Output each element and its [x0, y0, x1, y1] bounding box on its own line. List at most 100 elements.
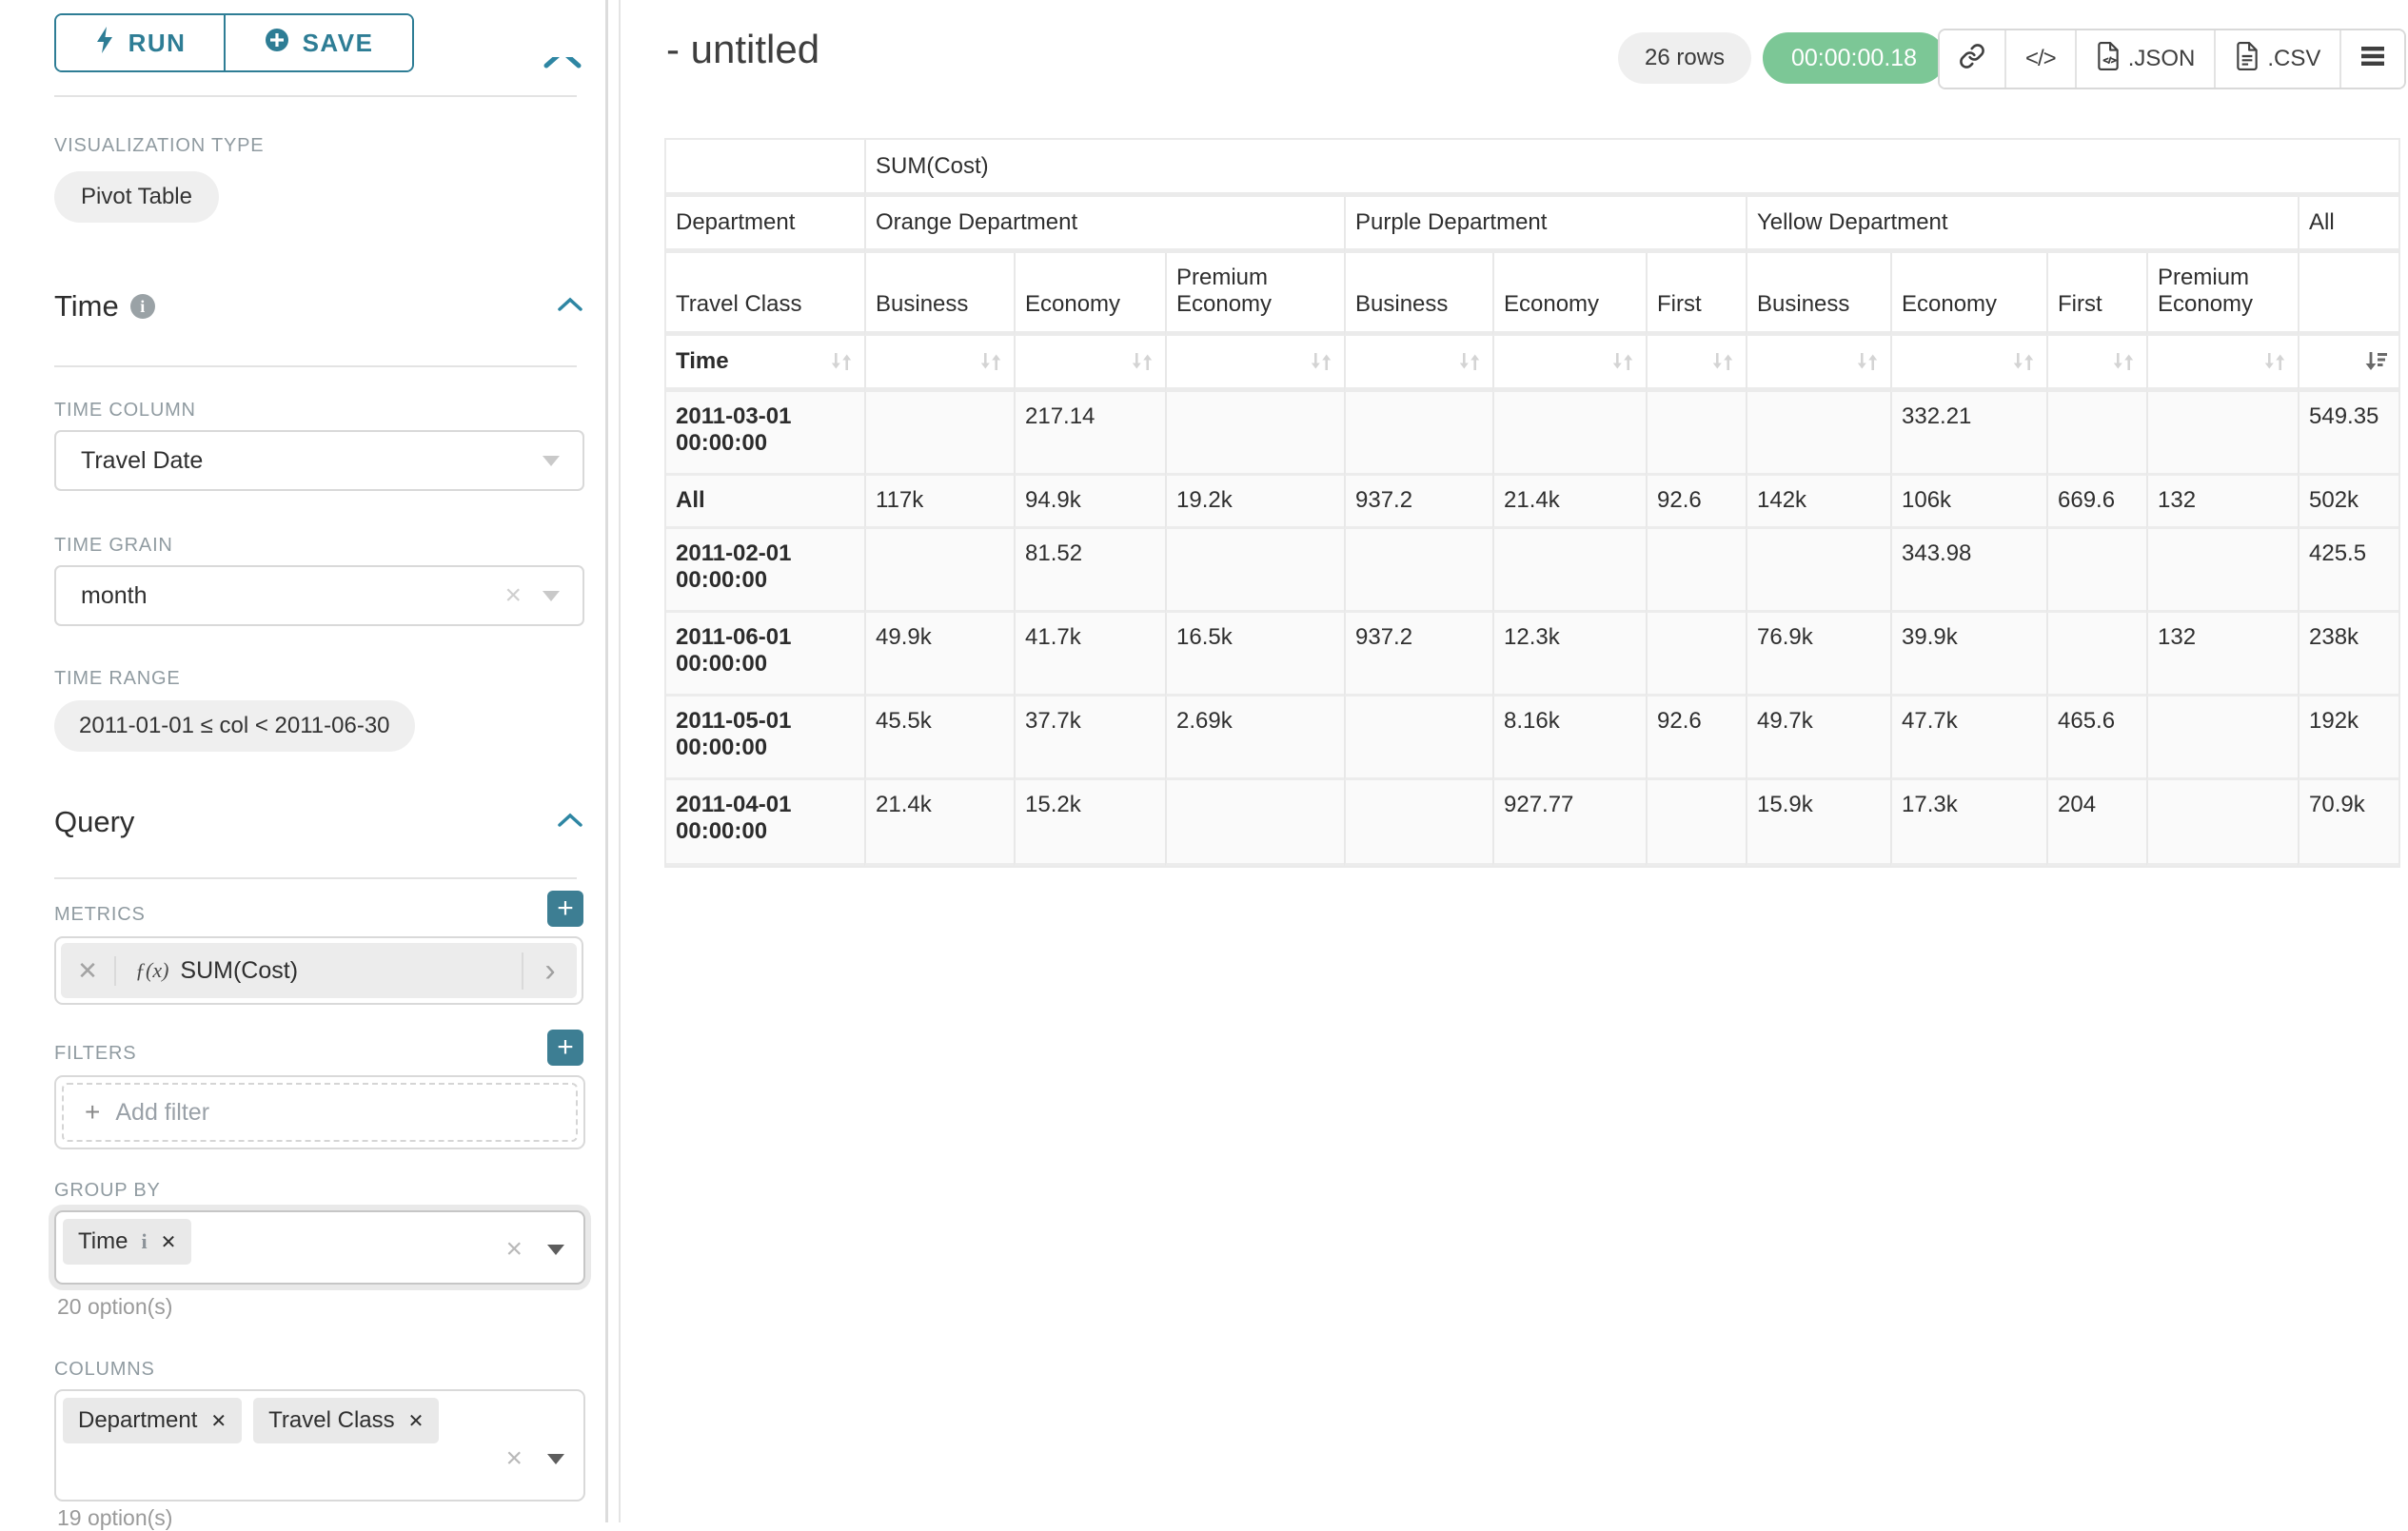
pivot-group-header: Purple Department [1344, 197, 1746, 253]
sort-icon[interactable] [2010, 348, 2037, 375]
sort-icon[interactable] [1129, 348, 1155, 375]
pivot-cell: 669.6 [2046, 476, 2146, 529]
pivot-sort-header[interactable] [1746, 336, 1890, 392]
file-csv-icon [2235, 41, 2260, 77]
info-icon: i [141, 1229, 148, 1253]
save-button[interactable]: SAVE [224, 15, 412, 70]
pivot-sort-header[interactable] [2146, 336, 2298, 392]
chevron-up-icon[interactable] [557, 813, 583, 833]
pivot-cell: 425.5 [2298, 529, 2399, 613]
sidebar-scrollbar[interactable] [605, 0, 608, 1522]
pivot-cell: 76.9k [1746, 613, 1890, 697]
chevron-up-icon[interactable] [557, 297, 583, 317]
sort-icon[interactable] [2261, 348, 2288, 375]
pivot-cell [1646, 613, 1746, 697]
pivot-cell [2046, 613, 2146, 697]
pivot-row-header: 2011-06-01 00:00:00 [666, 613, 864, 697]
pivot-cell [1344, 697, 1492, 780]
plus-circle-icon [265, 28, 289, 59]
function-icon: ƒ(x) [135, 958, 169, 982]
sort-icon[interactable] [2110, 348, 2137, 375]
row-dimension-sort-header[interactable]: Time [666, 336, 864, 392]
clear-icon[interactable]: × [505, 1443, 523, 1474]
chart-type-collapse-icon[interactable] [541, 57, 584, 71]
table-row: 2011-02-01 00:00:00 81.52 343.98 425.5 [666, 529, 2399, 613]
pivot-cell: 92.6 [1646, 476, 1746, 529]
sort-descending-icon[interactable] [2362, 348, 2389, 375]
divider [54, 877, 577, 879]
add-metric-button[interactable]: + [547, 891, 583, 927]
export-json-button[interactable]: </> .JSON [2074, 30, 2215, 88]
pivot-cell: 217.14 [1014, 392, 1165, 476]
chart-title[interactable]: - untitled [666, 27, 820, 71]
columns-options-count: 19 option(s) [57, 1505, 173, 1530]
pivot-sort-header[interactable] [1014, 336, 1165, 392]
embed-code-button[interactable]: </> [2004, 30, 2075, 88]
pivot-sort-header[interactable] [1165, 336, 1344, 392]
remove-chip-icon[interactable]: ✕ [210, 1410, 227, 1432]
columns-select[interactable]: Department ✕ Travel Class ✕ × [54, 1389, 585, 1502]
pivot-cell: 132 [2146, 476, 2298, 529]
hamburger-menu-icon [2360, 46, 2385, 73]
more-menu-button[interactable] [2339, 30, 2405, 88]
time-section-title: Time [54, 289, 119, 323]
chevron-right-icon[interactable]: › [522, 952, 577, 990]
add-filter-plus-button[interactable]: + [547, 1030, 583, 1066]
time-grain-select[interactable]: month × [54, 565, 584, 626]
pivot-cell [2146, 780, 2298, 866]
sort-icon[interactable] [1854, 348, 1881, 375]
time-column-select[interactable]: Travel Date [54, 430, 584, 491]
pivot-table-container: SUM(Cost) Department Orange Department Purp… [664, 138, 2401, 868]
pivot-sort-header[interactable] [864, 336, 1014, 392]
columns-chip-travel-class[interactable]: Travel Class ✕ [253, 1398, 440, 1443]
metric-name: SUM(Cost) [180, 956, 299, 984]
divider [54, 365, 577, 367]
pivot-row-header: 2011-03-01 00:00:00 [666, 392, 864, 476]
add-filter-button[interactable]: + Add filter [62, 1083, 578, 1142]
metrics-container: ✕ ƒ(x) SUM(Cost) › [54, 936, 583, 1005]
clear-icon[interactable]: × [505, 1233, 523, 1265]
pivot-sort-header[interactable] [1890, 336, 2046, 392]
pivot-cell: 106k [1890, 476, 2046, 529]
metric-chip[interactable]: ✕ ƒ(x) SUM(Cost) › [61, 943, 577, 998]
group-by-chip-time[interactable]: Time i ✕ [63, 1219, 192, 1265]
sort-icon[interactable] [1709, 348, 1736, 375]
table-row: 2011-06-01 00:00:00 49.9k 41.7k 16.5k 937.2 1… [666, 613, 2399, 697]
sort-icon[interactable] [828, 348, 855, 375]
pivot-sort-header[interactable] [2298, 336, 2399, 392]
time-range-label: TIME RANGE [54, 668, 181, 689]
remove-metric-icon[interactable]: ✕ [61, 955, 116, 986]
run-button[interactable]: RUN [56, 15, 224, 70]
chevron-down-icon [547, 1453, 564, 1464]
clear-icon[interactable]: × [504, 579, 522, 611]
pivot-cell [1492, 529, 1646, 613]
sort-icon[interactable] [1609, 348, 1636, 375]
pivot-cell [1344, 529, 1492, 613]
sort-icon[interactable] [1456, 348, 1483, 375]
time-range-pill[interactable]: 2011-01-01 ≤ col < 2011-06-30 [54, 700, 415, 752]
visualization-type-pill[interactable]: Pivot Table [54, 171, 219, 223]
pivot-column-header: First [2046, 253, 2146, 336]
pivot-cell [2146, 392, 2298, 476]
pivot-cell: 21.4k [864, 780, 1014, 866]
remove-chip-icon[interactable]: ✕ [407, 1410, 424, 1432]
columns-chip-department[interactable]: Department ✕ [63, 1398, 243, 1443]
pivot-sort-header[interactable] [1646, 336, 1746, 392]
pivot-group-header: Yellow Department [1746, 197, 2298, 253]
pivot-cell: 192k [2298, 697, 2399, 780]
divider [54, 95, 577, 97]
pivot-table: SUM(Cost) Department Orange Department Purp… [664, 138, 2401, 868]
group-by-select[interactable]: Time i ✕ × [54, 1210, 585, 1285]
pivot-row-header: All [666, 476, 864, 529]
pivot-cell: 343.98 [1890, 529, 2046, 613]
pivot-sort-header[interactable] [2046, 336, 2146, 392]
remove-chip-icon[interactable]: ✕ [160, 1231, 177, 1253]
pivot-sort-header[interactable] [1344, 336, 1492, 392]
filters-label: FILTERS [54, 1043, 137, 1064]
lightning-icon [94, 26, 115, 61]
export-csv-button[interactable]: .CSV [2214, 30, 2340, 88]
share-link-button[interactable] [1940, 30, 2004, 88]
sort-icon[interactable] [1308, 348, 1334, 375]
sort-icon[interactable] [977, 348, 1004, 375]
pivot-sort-header[interactable] [1492, 336, 1646, 392]
